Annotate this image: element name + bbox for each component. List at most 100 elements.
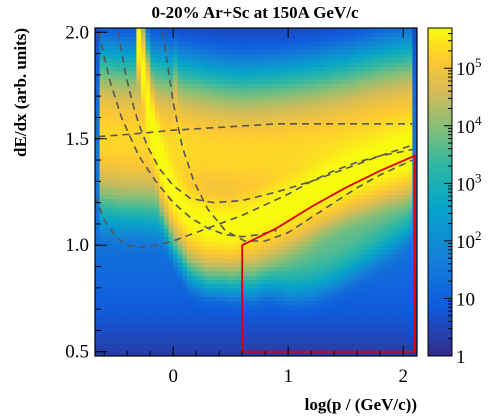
heatmap-cell <box>366 168 372 174</box>
heatmap-cell <box>187 32 193 38</box>
heatmap-cell <box>361 108 367 114</box>
heatmap-cell <box>325 108 331 114</box>
heatmap-cell <box>329 83 335 89</box>
heatmap-cell <box>154 309 160 314</box>
heatmap-cell <box>150 300 156 306</box>
heatmap-cell <box>127 343 133 349</box>
heatmap-cell <box>320 351 326 356</box>
heatmap-cell <box>159 258 165 263</box>
heatmap-cell <box>214 28 220 33</box>
heatmap-cell <box>279 74 285 80</box>
heatmap-cell <box>154 104 160 110</box>
heatmap-cell <box>141 74 147 80</box>
heatmap-cell <box>384 326 390 332</box>
heatmap-cell <box>154 53 160 59</box>
heatmap-cell <box>150 160 156 165</box>
heatmap-cell <box>260 130 266 136</box>
heatmap-cell <box>283 228 289 234</box>
heatmap-cell <box>260 258 266 263</box>
heatmap-cell <box>260 40 266 46</box>
heatmap-cell <box>118 181 124 187</box>
heatmap-cell <box>210 189 216 195</box>
heatmap-cell <box>297 151 303 157</box>
heatmap-cell <box>306 262 312 268</box>
heatmap-cell <box>329 194 335 199</box>
heatmap-cell <box>95 202 101 208</box>
heatmap-cell <box>320 343 326 349</box>
heatmap-cell <box>375 91 381 97</box>
heatmap-cell <box>315 270 321 276</box>
heatmap-cell <box>127 121 133 127</box>
heatmap-cell <box>95 223 101 229</box>
heatmap-cell <box>348 270 354 276</box>
heatmap-cell <box>150 57 156 63</box>
heatmap-cell <box>104 206 110 212</box>
heatmap-cell <box>265 87 271 93</box>
heatmap-cell <box>177 258 183 263</box>
heatmap-cell <box>297 96 303 102</box>
heatmap-cell <box>265 160 271 165</box>
heatmap-cell <box>279 275 285 280</box>
heatmap-cell <box>352 62 358 67</box>
heatmap-cell <box>196 304 202 310</box>
heatmap-cell <box>219 79 225 84</box>
heatmap-cell <box>297 219 303 225</box>
heatmap-cell <box>361 228 367 234</box>
heatmap-cell <box>164 155 170 161</box>
heatmap-cell <box>210 104 216 110</box>
heatmap-cell <box>127 206 133 212</box>
heatmap-cell <box>269 219 275 225</box>
heatmap-cell <box>256 304 262 310</box>
heatmap-cell <box>246 164 252 170</box>
heatmap-cell <box>311 138 317 144</box>
heatmap-cell <box>237 211 243 217</box>
heatmap-cell <box>205 241 211 246</box>
heatmap-cell <box>187 206 193 212</box>
heatmap-cell <box>274 32 280 38</box>
heatmap-cell <box>99 347 105 353</box>
heatmap-cell <box>315 160 321 165</box>
heatmap-cell <box>228 211 234 217</box>
heatmap-cell <box>366 28 372 33</box>
heatmap-cell <box>173 45 179 50</box>
heatmap-cell <box>214 104 220 110</box>
heatmap-cell <box>228 53 234 59</box>
heatmap-cell <box>292 330 298 336</box>
heatmap-cell <box>200 279 206 285</box>
heatmap-cell <box>265 100 271 106</box>
heatmap-cell <box>279 143 285 148</box>
heatmap-cell <box>366 66 372 72</box>
heatmap-cell <box>177 313 183 319</box>
heatmap-cell <box>200 62 206 67</box>
heatmap-cell <box>136 279 142 285</box>
heatmap-cell <box>371 304 377 310</box>
heatmap-cell <box>352 108 358 114</box>
heatmap-cell <box>187 147 193 153</box>
heatmap-cell <box>164 100 170 106</box>
heatmap-cell <box>320 236 326 242</box>
heatmap-cell <box>164 143 170 148</box>
heatmap-cell <box>352 202 358 208</box>
heatmap-cell <box>375 266 381 272</box>
heatmap-cell <box>329 343 335 349</box>
heatmap-cell <box>108 155 114 161</box>
heatmap-cell <box>145 100 151 106</box>
heatmap-cell <box>200 36 206 42</box>
heatmap-cell <box>228 330 234 336</box>
heatmap-cell <box>329 279 335 285</box>
heatmap-cell <box>214 228 220 234</box>
heatmap-cell <box>145 287 151 293</box>
heatmap-cell <box>223 126 229 131</box>
heatmap-cell <box>384 143 390 148</box>
heatmap-cell <box>196 300 202 306</box>
heatmap-cell <box>302 300 308 306</box>
heatmap-cell <box>306 296 312 302</box>
heatmap-cell <box>154 57 160 63</box>
heatmap-cell <box>210 181 216 187</box>
heatmap-cell <box>384 100 390 106</box>
heatmap-cell <box>320 117 326 123</box>
heatmap-cell <box>283 53 289 59</box>
heatmap-cell <box>127 236 133 242</box>
heatmap-cell <box>389 253 395 259</box>
heatmap-cell <box>219 292 225 297</box>
